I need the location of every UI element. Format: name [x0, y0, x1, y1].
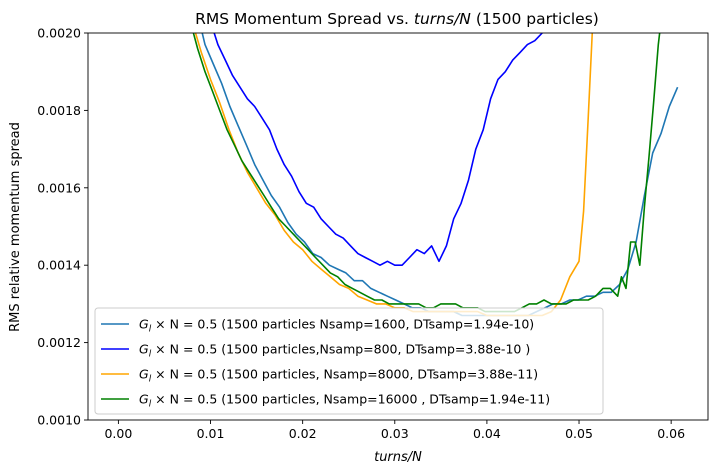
x-tick-label: 0.06 — [657, 426, 685, 441]
series-line-2 — [213, 33, 544, 266]
legend-label: Gl × N = 0.5 (1500 particles Nsamp=1600,… — [139, 317, 534, 335]
x-tick-label: 0.02 — [289, 426, 317, 441]
axes-layer: 0.00 0.01 0.02 0.03 0.04 0.05 0.06 0.0010 0.0012… — [37, 26, 709, 441]
x-axis-title: turns/N — [374, 450, 422, 465]
y-tick-label: 0.0020 — [37, 26, 81, 41]
y-tick-label: 0.0012 — [37, 335, 81, 350]
legend: Gl × N = 0.5 (1500 particles Nsamp=1600,… — [94, 307, 604, 415]
x-tick-label: 0.04 — [473, 426, 501, 441]
legend-box — [94, 307, 604, 415]
series-line-3 — [194, 33, 594, 317]
plot-frame — [87, 32, 709, 421]
legend-label: Gl × N = 0.5 (1500 particles, Nsamp=1600… — [139, 392, 550, 410]
y-tick-label: 0.0014 — [37, 258, 81, 273]
series-line-4 — [192, 33, 661, 313]
y-tick-label: 0.0016 — [37, 180, 81, 195]
series-line-1 — [201, 33, 679, 317]
x-tick-label: 0.05 — [565, 426, 593, 441]
legend-label: Gl × N = 0.5 (1500 particles,Nsamp=800, … — [139, 342, 530, 360]
y-axis-title: RMS relative momentum spread — [8, 122, 23, 332]
chart-title: RMS Momentum Spread vs. turns/N (1500 pa… — [195, 10, 599, 28]
y-tick-label: 0.0010 — [37, 413, 81, 428]
x-tick-label: 0.03 — [381, 426, 409, 441]
legend-label: Gl × N = 0.5 (1500 particles, Nsamp=8000… — [139, 367, 538, 385]
x-tick-label: 0.01 — [197, 426, 225, 441]
y-tick-label: 0.0018 — [37, 103, 81, 118]
series-layer — [192, 33, 679, 317]
x-tick-label: 0.00 — [104, 426, 132, 441]
